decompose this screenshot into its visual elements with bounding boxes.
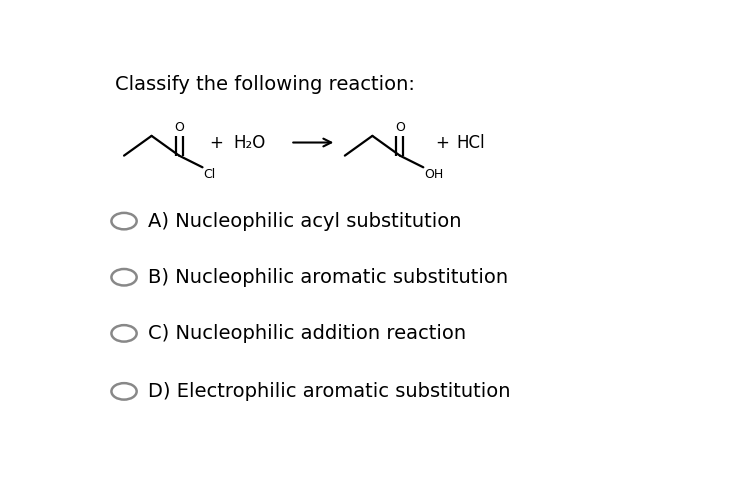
Text: +: +	[209, 134, 223, 152]
Text: HCl: HCl	[457, 134, 485, 152]
Text: O: O	[174, 122, 184, 134]
Text: D) Electrophilic aromatic substitution: D) Electrophilic aromatic substitution	[148, 382, 511, 401]
Text: O: O	[395, 122, 405, 134]
Text: C) Nucleophilic addition reaction: C) Nucleophilic addition reaction	[148, 324, 466, 343]
Text: Cl: Cl	[204, 169, 216, 181]
Text: OH: OH	[425, 169, 444, 181]
Circle shape	[112, 383, 137, 399]
Text: H₂O: H₂O	[233, 134, 265, 152]
Text: Classify the following reaction:: Classify the following reaction:	[115, 75, 415, 94]
Text: A) Nucleophilic acyl substitution: A) Nucleophilic acyl substitution	[148, 211, 462, 230]
Circle shape	[112, 325, 137, 342]
Text: B) Nucleophilic aromatic substitution: B) Nucleophilic aromatic substitution	[148, 268, 508, 287]
Text: +: +	[435, 134, 449, 152]
Circle shape	[112, 269, 137, 285]
Circle shape	[112, 213, 137, 229]
